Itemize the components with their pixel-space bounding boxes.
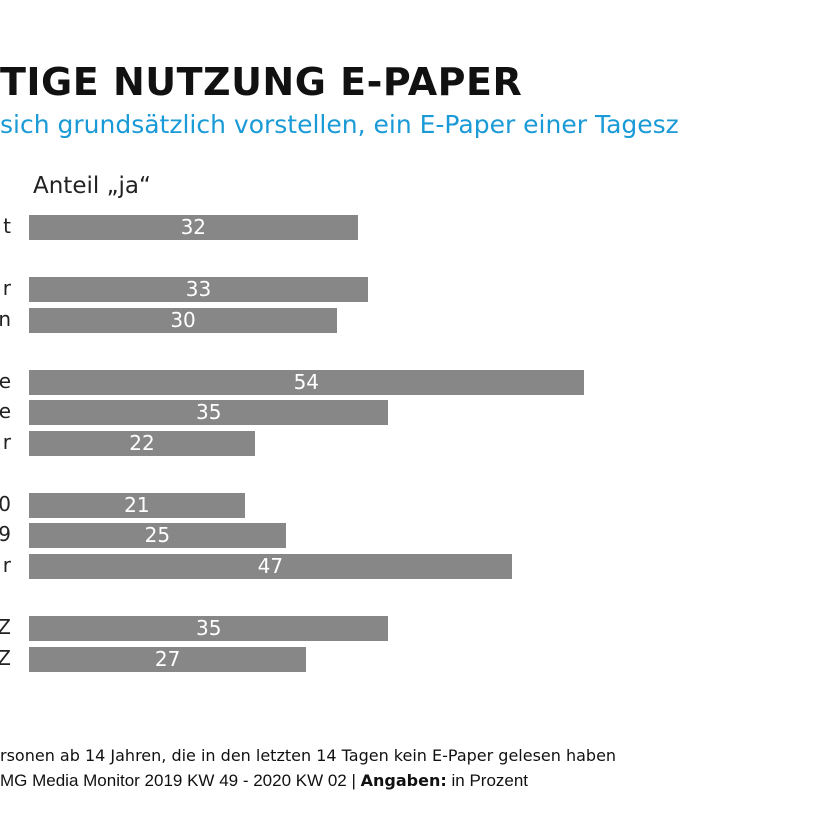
bar-value-label: 35 bbox=[195, 400, 222, 424]
row-label: 9 bbox=[0, 522, 11, 546]
footer-base: rsonen ab 14 Jahren, die in den letzten … bbox=[0, 746, 617, 765]
chart-title: TIGE NUTZUNG E-PAPER bbox=[0, 60, 523, 104]
bar: 35 bbox=[29, 400, 389, 425]
column-header: Anteil „ja“ bbox=[33, 173, 151, 199]
row-label: e bbox=[0, 399, 11, 423]
bar: 21 bbox=[29, 493, 245, 518]
row-label: r bbox=[2, 276, 11, 300]
bar: 30 bbox=[29, 308, 338, 333]
row-label: n bbox=[0, 307, 11, 331]
footer-unit: in Prozent bbox=[446, 771, 529, 790]
bar-value-label: 30 bbox=[170, 308, 196, 332]
bar: 32 bbox=[29, 215, 358, 240]
bar: 54 bbox=[29, 370, 584, 395]
bar: 22 bbox=[29, 431, 255, 456]
bar-value-label: 47 bbox=[257, 554, 284, 578]
bar: 25 bbox=[29, 523, 286, 548]
row-label: t bbox=[3, 214, 11, 238]
footer-source-text: MG Media Monitor 2019 KW 49 - 2020 KW 02… bbox=[0, 771, 361, 790]
bar-value-label: 35 bbox=[195, 616, 222, 640]
bar: 27 bbox=[29, 647, 307, 672]
bar-value-label: 33 bbox=[185, 277, 212, 301]
bar-value-label: 54 bbox=[293, 370, 320, 394]
bar-value-label: 25 bbox=[144, 523, 171, 547]
bar: 33 bbox=[29, 277, 368, 302]
bar-value-label: 22 bbox=[129, 431, 155, 455]
row-label: Z bbox=[0, 646, 11, 670]
row-label: r bbox=[2, 430, 11, 454]
row-label: Z bbox=[0, 615, 11, 639]
row-label: 0 bbox=[0, 492, 11, 516]
row-label: r bbox=[2, 553, 11, 577]
bar: 47 bbox=[29, 554, 512, 579]
bar: 35 bbox=[29, 616, 389, 641]
bar-value-label: 27 bbox=[154, 647, 181, 671]
bar-value-label: 32 bbox=[180, 215, 207, 239]
footer-source: MG Media Monitor 2019 KW 49 - 2020 KW 02… bbox=[0, 771, 528, 791]
row-label: e bbox=[0, 369, 11, 393]
footer-angaben-label: Angaben: bbox=[360, 771, 447, 790]
bar-value-label: 21 bbox=[124, 493, 150, 517]
chart-subtitle: sich grundsätzlich vorstellen, ein E-Pap… bbox=[0, 110, 679, 139]
